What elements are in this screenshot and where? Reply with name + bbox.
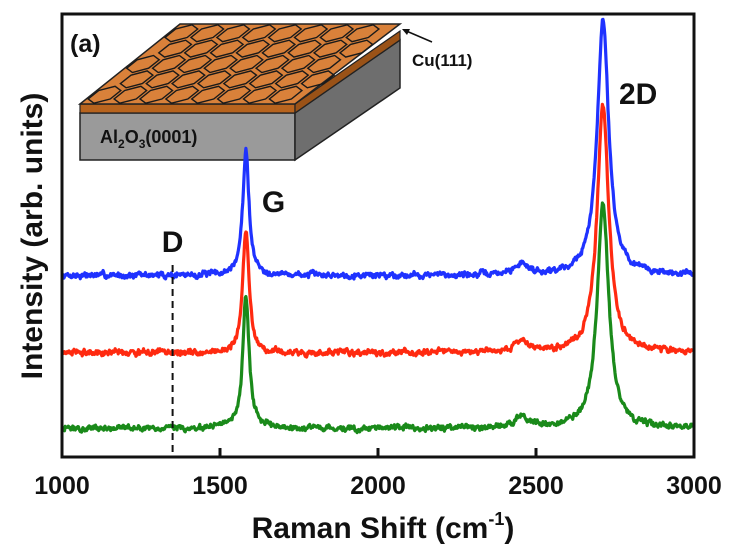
d-band-label: D	[162, 226, 184, 259]
lattice-hexagon	[229, 54, 264, 74]
substrate-label-sub2: 3	[139, 137, 146, 151]
substrate-inset-diagram: Cu(111) Al2O3(0001)	[77, 23, 472, 162]
lattice-hexagon	[189, 24, 225, 43]
lattice-hexagon	[338, 39, 374, 58]
lattice-hexagon	[119, 70, 155, 89]
data-layer	[60, 17, 696, 435]
lattice-hexagon	[300, 70, 336, 89]
lattice-hexagon	[345, 24, 381, 43]
lattice-hexagon	[268, 85, 304, 104]
cu-pointer-arrow-line	[403, 29, 433, 43]
g-peak-label: G	[262, 186, 285, 219]
lattice-hexagon	[248, 70, 284, 89]
lattice-hexagon	[138, 85, 174, 104]
lattice-hexagon	[112, 85, 148, 104]
lattice-hexagon	[222, 70, 258, 89]
lattice-hexagon	[287, 39, 322, 58]
lattice-hexagon	[151, 54, 187, 74]
lattice-hexagon	[242, 85, 278, 104]
substrate-label-prefix: Al	[100, 127, 118, 147]
x-tick-label: 2500	[508, 472, 564, 500]
lattice-hexagon	[261, 39, 297, 58]
lattice-hexagon	[145, 70, 180, 89]
raman-spectrum-line-1	[60, 17, 696, 281]
lattice-hexagon	[254, 54, 290, 74]
lattice-hexagon	[312, 39, 348, 58]
substrate-label-sub1: 2	[118, 137, 125, 151]
x-axis-title-close: )	[504, 512, 514, 545]
x-tick-label: 1500	[192, 472, 248, 500]
lattice-hexagon	[190, 85, 226, 104]
lattice-hexagon	[215, 24, 251, 43]
cu-pointer-arrow-head	[402, 29, 410, 35]
raman-spectrum-line-2	[60, 102, 696, 359]
lattice-hexagon	[203, 54, 239, 74]
lattice-hexagon	[216, 85, 252, 104]
x-tick-label: 2000	[350, 472, 406, 500]
y-axis-title: Intensity (arb. units)	[16, 93, 49, 380]
x-axis-title-superscript: -1	[488, 509, 504, 529]
x-tick-label: 1000	[34, 472, 90, 500]
x-axis-title: Raman Shift (cm-1)	[252, 509, 515, 545]
lattice-hexagon	[157, 39, 193, 58]
lattice-hexagon	[125, 54, 161, 74]
lattice-hexagon	[235, 39, 271, 58]
graphene-lattice	[87, 24, 381, 104]
lattice-hexagon	[163, 24, 199, 43]
lattice-hexagon	[293, 24, 329, 43]
x-axis-ticks: 1000 1500 2000 2500 3000	[34, 448, 722, 500]
raman-spectrum-line-3	[60, 201, 696, 435]
lattice-hexagon	[170, 70, 206, 89]
inset-film-side	[294, 29, 401, 115]
substrate-label: Al2O3(0001)	[100, 127, 197, 151]
lattice-hexagon	[87, 85, 122, 104]
substrate-label-suffix: (0001)	[145, 127, 197, 147]
lattice-hexagon	[274, 70, 310, 89]
panel-label: (a)	[70, 30, 101, 58]
lattice-hexagon	[306, 54, 342, 74]
lattice-hexagon	[280, 54, 316, 74]
lattice-hexagon	[177, 54, 213, 74]
lattice-hexagon	[241, 24, 277, 43]
inset-film-front	[79, 103, 296, 114]
lattice-hexagon	[319, 24, 355, 43]
substrate-label-mid: O	[125, 127, 139, 147]
lattice-hexagon	[196, 70, 232, 89]
lattice-hexagon	[209, 39, 245, 58]
lattice-hexagon	[183, 39, 219, 58]
x-tick-label: 3000	[666, 472, 722, 500]
x-axis-title-main: Raman Shift (cm	[252, 512, 489, 545]
cu-film-label: Cu(111)	[412, 51, 472, 70]
2d-peak-label: 2D	[619, 78, 657, 111]
lattice-hexagon	[267, 24, 303, 43]
lattice-hexagon	[164, 85, 200, 104]
